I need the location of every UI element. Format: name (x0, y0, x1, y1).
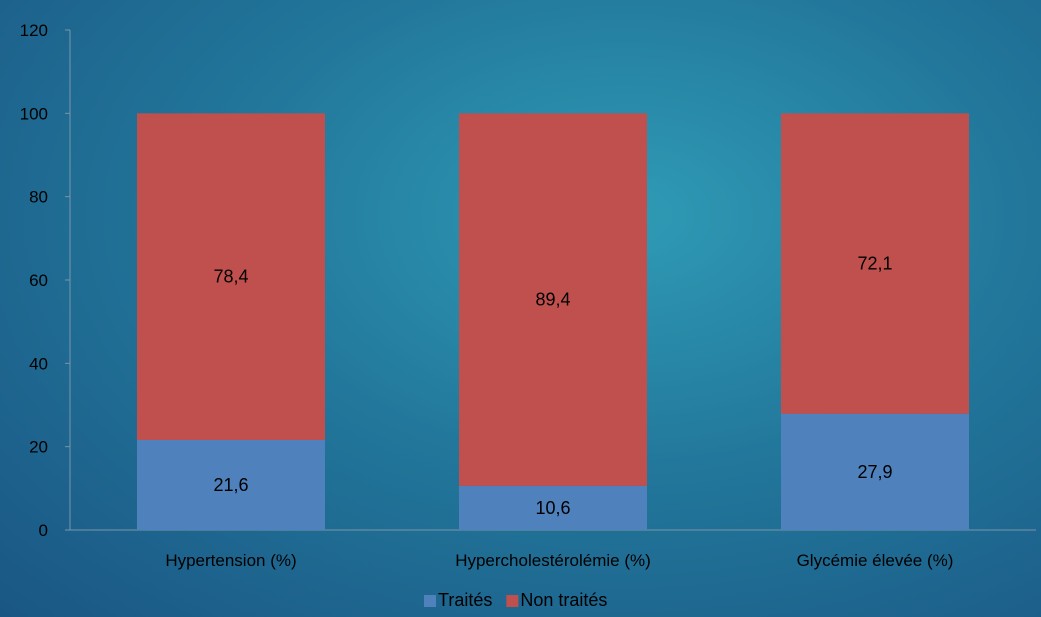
data-label: 72,1 (857, 254, 892, 274)
bar-segment (459, 113, 647, 486)
bar-segment (781, 413, 969, 530)
y-tick-label: 0 (39, 521, 48, 540)
x-tick-label: Hypertension (%) (165, 551, 296, 570)
legend-swatch (424, 595, 436, 607)
x-tick-label: Hypercholestérolémie (%) (455, 551, 651, 570)
legend-label: Non traités (520, 590, 607, 610)
data-label: 10,6 (535, 498, 570, 518)
y-tick-label: 80 (29, 188, 48, 207)
legend: Traités Non traités (424, 590, 607, 610)
legend-label: Traités (438, 590, 492, 610)
x-tick-label: Glycémie élevée (%) (797, 551, 954, 570)
y-axis: 0 20 40 60 80 100 120 (20, 21, 71, 540)
bar-segment (137, 440, 325, 530)
bars: 21,6 78,4 10,6 89,4 27,9 72,1 (137, 113, 969, 530)
y-tick-label: 60 (29, 271, 48, 290)
y-tick-label: 120 (20, 21, 48, 40)
y-tick-label: 20 (29, 438, 48, 457)
data-label: 27,9 (857, 462, 892, 482)
data-label: 89,4 (535, 290, 570, 310)
y-tick-label: 100 (20, 104, 48, 123)
data-label: 21,6 (213, 475, 248, 495)
bar-segment (781, 113, 969, 414)
data-label: 78,4 (213, 267, 248, 287)
y-tick-label: 40 (29, 354, 48, 373)
x-axis: Hypertension (%) Hypercholestérolémie (%)… (70, 529, 1036, 570)
bar-segment (459, 485, 647, 530)
bar-segment (137, 113, 325, 440)
legend-swatch (506, 595, 519, 607)
